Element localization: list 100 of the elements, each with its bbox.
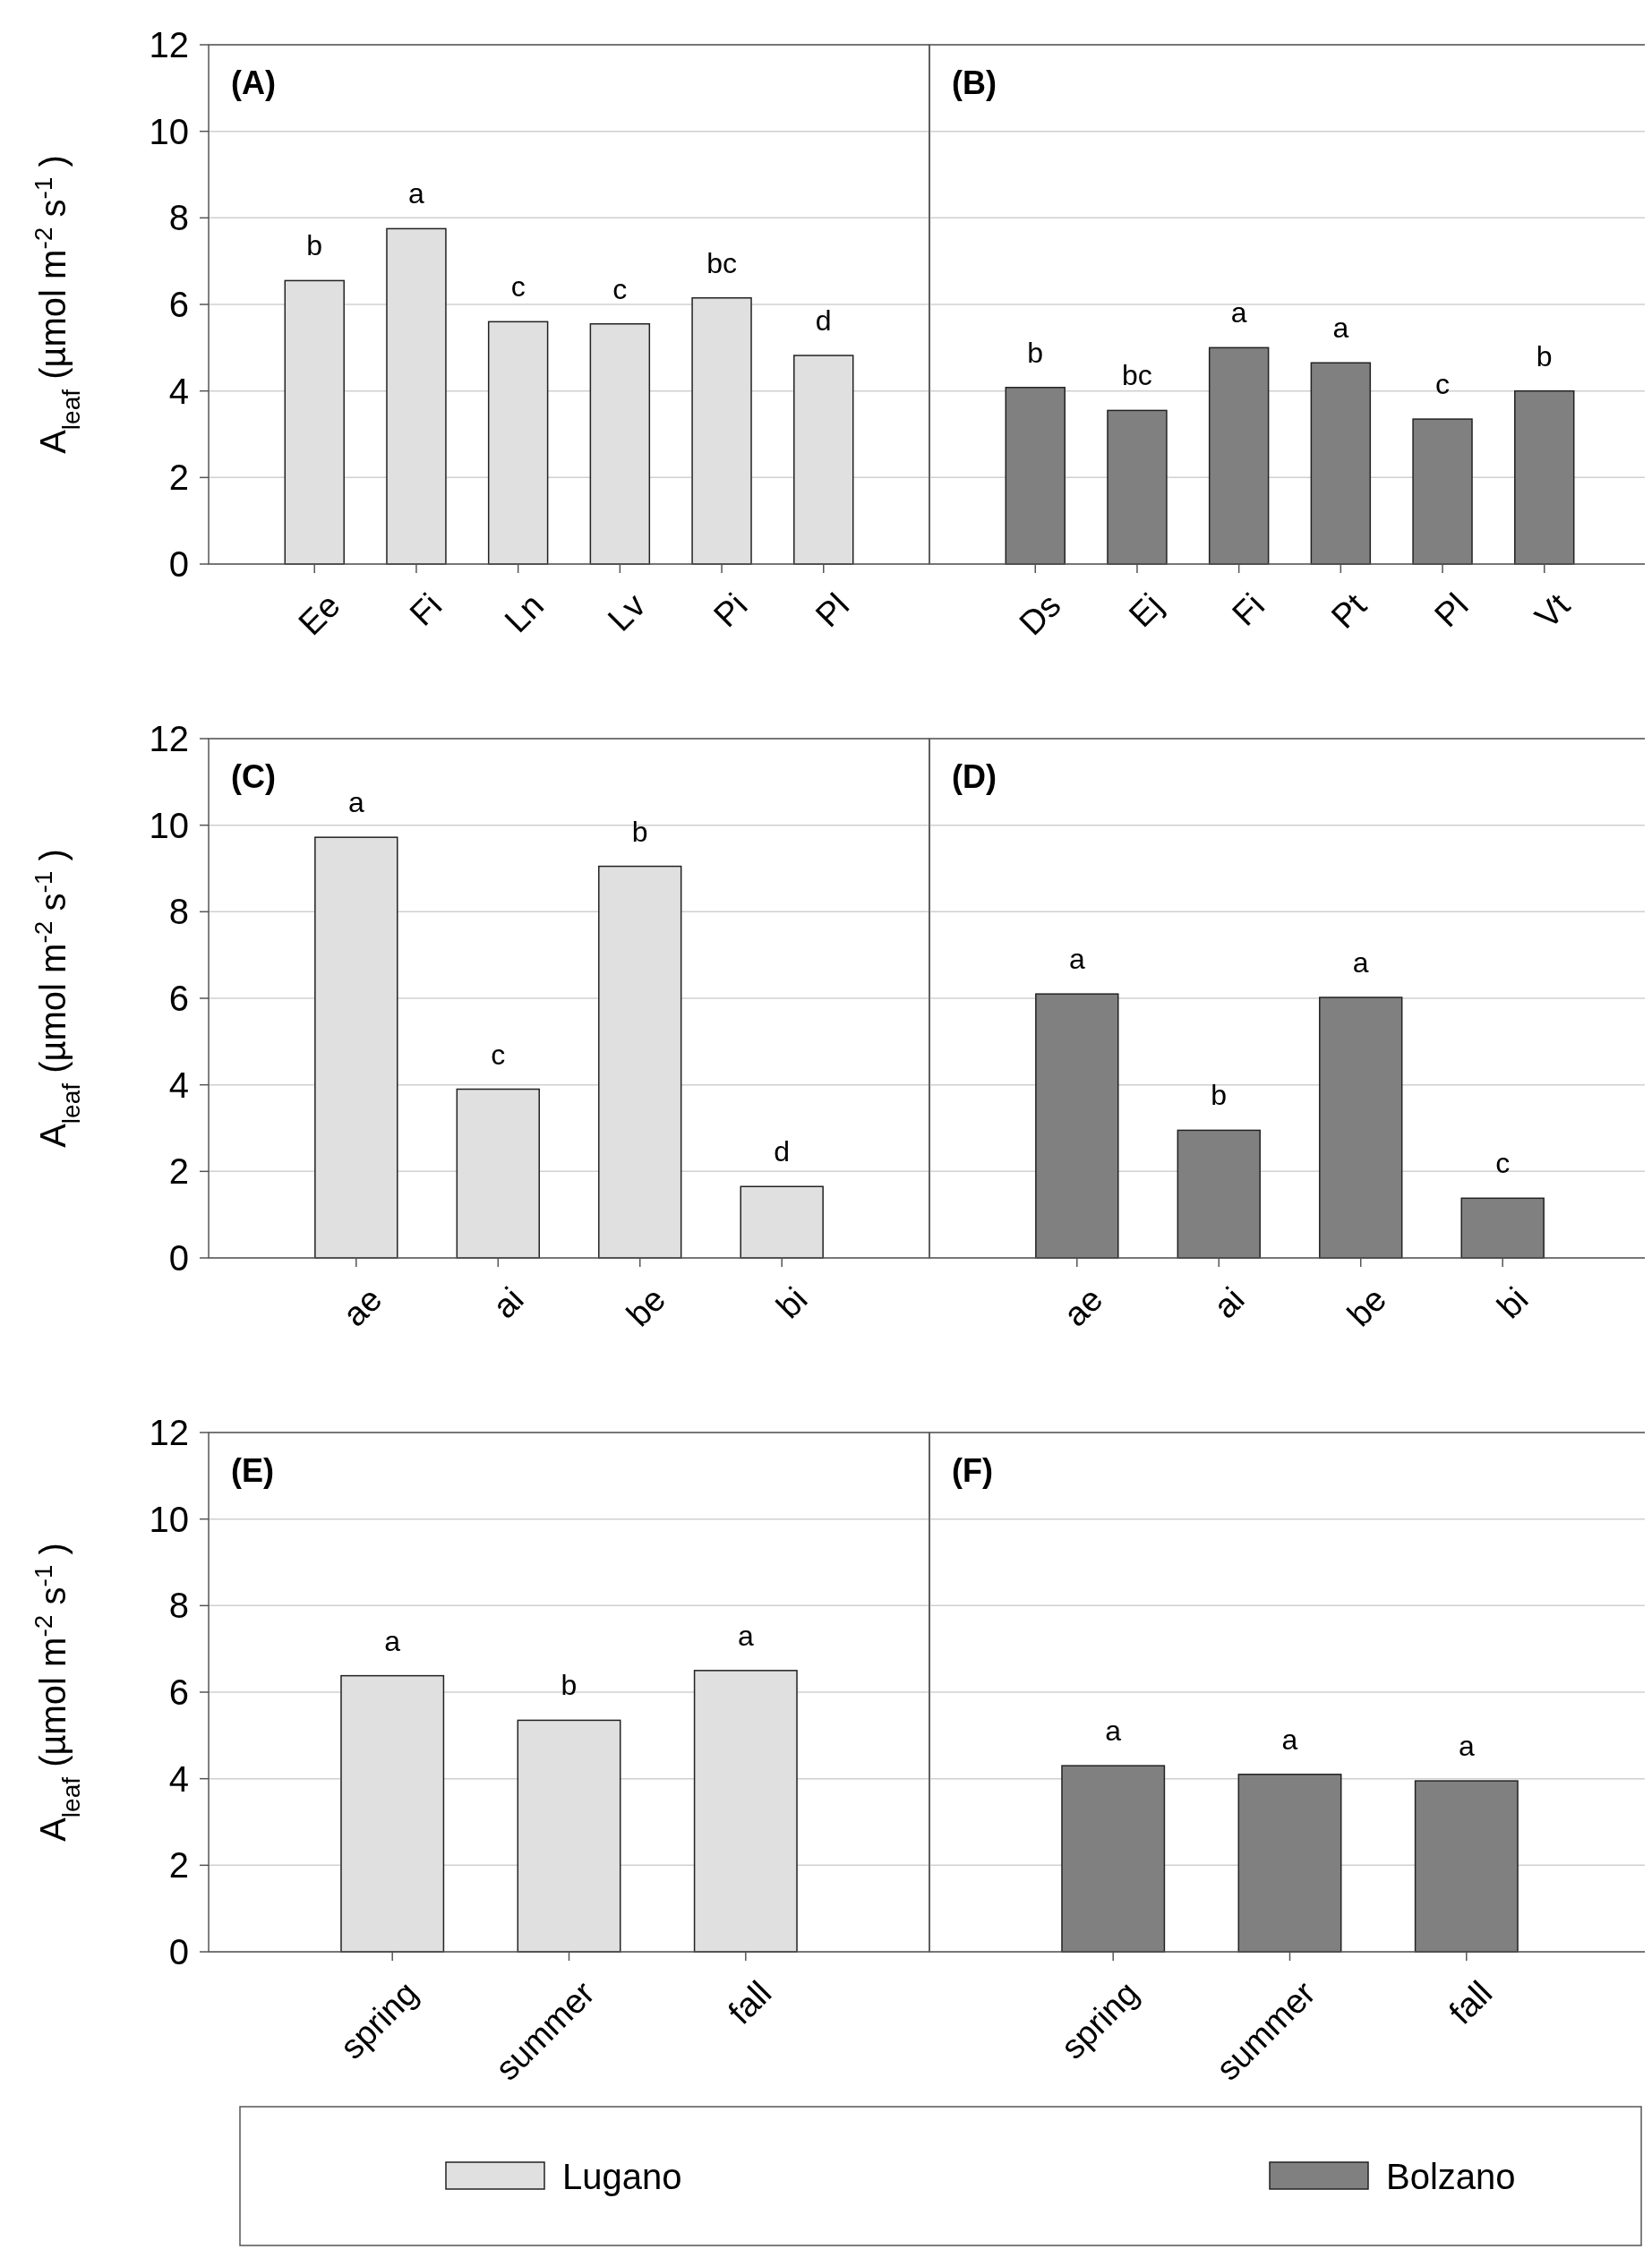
bar — [386, 227, 447, 565]
text: (F) — [952, 1451, 993, 1489]
y-tick-label: 12 — [149, 1413, 189, 1452]
x-tick-label: bi — [769, 1279, 815, 1326]
x-tick-label: ai — [1206, 1279, 1252, 1326]
y-tick-label: 0 — [168, 1238, 189, 1278]
y-tick-label: 0 — [168, 544, 189, 584]
annotation: b — [1027, 336, 1044, 369]
x-tick-label: Fi — [402, 586, 449, 633]
bar — [691, 297, 752, 565]
y-tick-label: 8 — [168, 198, 189, 238]
annotation: a — [1352, 946, 1369, 979]
bar — [340, 1674, 445, 1953]
x-tick-label: Lv — [600, 586, 653, 638]
y-tick-label: 10 — [149, 111, 189, 151]
y-tick-label: 2 — [168, 458, 189, 498]
annotation: c — [612, 272, 628, 305]
annotation: b — [1536, 339, 1553, 372]
annotation: c — [510, 270, 526, 304]
x-tick-label: bi — [1490, 1279, 1536, 1326]
x-tick-label: Ds — [1012, 586, 1068, 643]
bar — [1005, 387, 1066, 565]
bar — [1319, 996, 1403, 1259]
bar — [740, 1185, 824, 1259]
annotation: b — [1211, 1079, 1228, 1112]
y-tick-label: 4 — [168, 1065, 189, 1105]
annotation: a — [408, 177, 425, 210]
y-tick-label: 10 — [149, 805, 189, 845]
bar — [1514, 389, 1575, 565]
y-tick-label: 8 — [168, 892, 189, 932]
bar — [693, 1670, 798, 1953]
x-tick-label: Pl — [1426, 586, 1476, 635]
x-tick-label: be — [619, 1279, 673, 1334]
bar — [314, 836, 398, 1259]
text: (A) — [231, 64, 276, 101]
text: (B) — [952, 64, 997, 101]
bar — [456, 1088, 540, 1259]
x-tick-label: Vt — [1528, 586, 1578, 636]
annotation: a — [1068, 943, 1085, 976]
y-tick-label: 12 — [149, 25, 189, 64]
bar — [598, 865, 682, 1259]
x-tick-label: Pl — [808, 586, 857, 635]
y-tick-label: 8 — [168, 1586, 189, 1626]
bar — [1460, 1197, 1545, 1259]
bar — [1035, 993, 1119, 1259]
x-tick-label: ai — [485, 1279, 531, 1326]
y-tick-label: 6 — [168, 285, 189, 324]
annotation: a — [737, 1619, 754, 1652]
annotation: bc — [1122, 359, 1152, 392]
y-tick-label: 2 — [168, 1845, 189, 1886]
x-tick-label: be — [1340, 1279, 1394, 1334]
x-tick-label: Ln — [497, 586, 552, 640]
annotation: a — [1105, 1715, 1122, 1748]
annotation: b — [631, 815, 648, 848]
annotation: b — [306, 229, 323, 262]
y-tick-label: 12 — [149, 719, 189, 758]
bar — [1310, 362, 1372, 565]
x-tick-label: Ej — [1121, 586, 1170, 635]
annotation: a — [1332, 312, 1349, 345]
bar — [1107, 409, 1168, 565]
annotation: c — [491, 1038, 506, 1071]
bar — [284, 279, 345, 565]
annotation: a — [384, 1624, 401, 1657]
y-tick-label: 10 — [149, 1499, 189, 1539]
annotation: a — [347, 786, 364, 819]
annotation: bc — [706, 246, 737, 279]
bar — [487, 321, 549, 565]
bar — [517, 1719, 621, 1953]
x-tick-label: Fi — [1225, 586, 1272, 633]
annotation: d — [774, 1135, 791, 1168]
annotation: c — [1495, 1147, 1511, 1180]
y-tick-label: 4 — [168, 1758, 189, 1799]
x-tick-label: ae — [335, 1279, 389, 1334]
legend-label: Lugano — [562, 2157, 682, 2196]
text: (C) — [231, 757, 276, 795]
annotation: a — [1458, 1730, 1475, 1763]
bar — [1177, 1129, 1261, 1259]
x-tick-label: Pi — [706, 586, 755, 635]
bar — [1208, 346, 1270, 565]
x-tick-label: fall — [1442, 1973, 1500, 2031]
y-tick-label: 6 — [168, 1672, 189, 1712]
text: (E) — [231, 1451, 274, 1489]
annotation: b — [561, 1669, 578, 1702]
annotation: c — [1435, 368, 1451, 401]
bar — [589, 323, 651, 565]
x-tick-label: Ee — [291, 586, 347, 643]
annotation: a — [1230, 296, 1247, 329]
y-tick-label: 2 — [168, 1151, 189, 1192]
legend-label: Bolzano — [1386, 2157, 1516, 2196]
x-tick-label: fall — [721, 1973, 779, 2031]
annotation: a — [1281, 1723, 1298, 1756]
y-tick-label: 0 — [168, 1932, 189, 1971]
bar — [793, 355, 854, 565]
annotation: d — [815, 304, 832, 338]
x-tick-label: ae — [1056, 1279, 1110, 1334]
bar — [1412, 418, 1473, 565]
x-tick-label: Pt — [1323, 586, 1374, 636]
text: (D) — [952, 757, 997, 795]
y-tick-label: 4 — [168, 371, 189, 411]
y-tick-label: 6 — [168, 979, 189, 1018]
